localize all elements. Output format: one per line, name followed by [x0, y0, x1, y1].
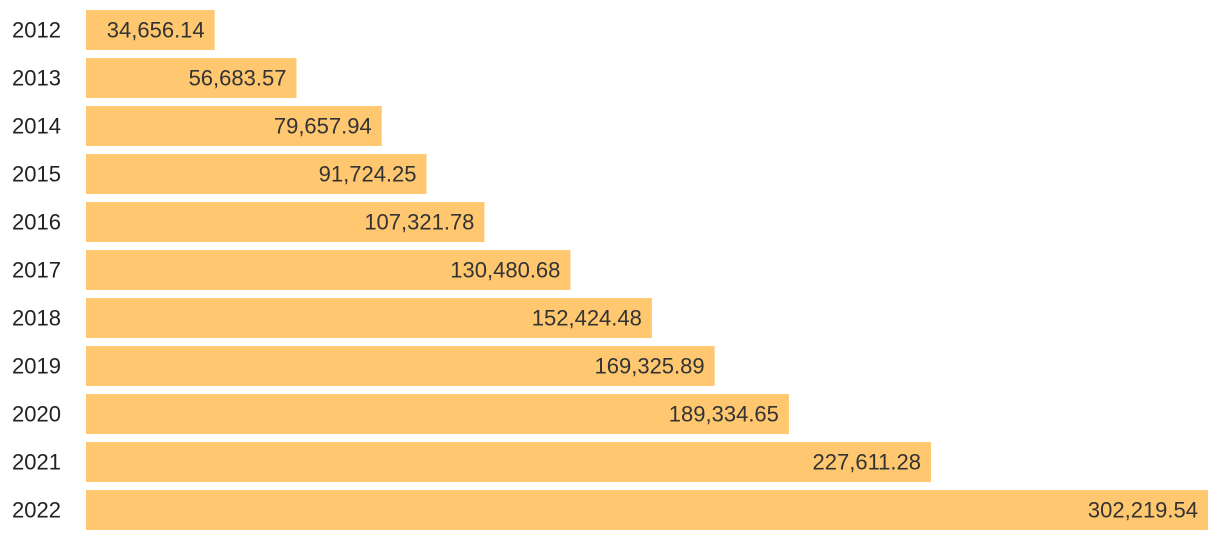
- bar-2013: [86, 58, 297, 98]
- bars: [86, 10, 1208, 530]
- value-label-2012: 34,656.14: [107, 18, 205, 43]
- bar-2016: [86, 202, 485, 242]
- bar-2012: [86, 10, 215, 50]
- value-label-2015: 91,724.25: [319, 162, 417, 187]
- category-label-2021: 2021: [12, 450, 61, 475]
- value-label-2013: 56,683.57: [189, 66, 287, 91]
- category-label-2018: 2018: [12, 306, 61, 331]
- category-label-2015: 2015: [12, 162, 61, 187]
- value-label-2021: 227,611.28: [813, 450, 921, 475]
- category-label-2019: 2019: [12, 354, 61, 379]
- category-label-2013: 2013: [12, 66, 61, 91]
- value-label-2014: 79,657.94: [274, 114, 372, 139]
- bar-2017: [86, 250, 571, 290]
- value-label-2019: 169,325.89: [595, 354, 705, 379]
- bar-2022: [86, 490, 1208, 530]
- category-label-2014: 2014: [12, 114, 61, 139]
- value-label-2018: 152,424.48: [532, 306, 642, 331]
- category-label-2022: 2022: [12, 498, 61, 523]
- value-label-2016: 107,321.78: [364, 210, 474, 235]
- category-label-2020: 2020: [12, 402, 61, 427]
- category-label-2012: 2012: [12, 18, 61, 43]
- value-labels: 34,656.14 56,683.57 79,657.94 91,724.25 107,…: [107, 18, 1198, 523]
- bar-2021: [86, 442, 932, 482]
- bar-2015: [86, 154, 427, 194]
- category-labels: 2012 2013 2014 2015 2016 2017 2018 2019 2020 2021…: [12, 18, 61, 523]
- category-label-2017: 2017: [12, 258, 61, 283]
- bar-2018: [86, 298, 652, 338]
- bar-2020: [86, 394, 789, 434]
- bar-2019: [86, 346, 715, 386]
- value-label-2022: 302,219.54: [1088, 498, 1198, 523]
- bar-2014: [86, 106, 382, 146]
- value-label-2020: 189,334.65: [669, 402, 779, 427]
- value-label-2017: 130,480.68: [450, 258, 560, 283]
- category-label-2016: 2016: [12, 210, 61, 235]
